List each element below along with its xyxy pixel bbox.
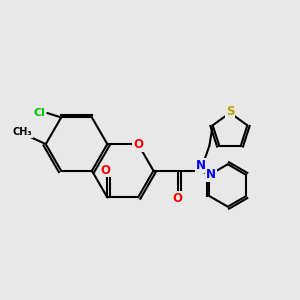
Text: O: O: [133, 138, 143, 151]
Text: Cl: Cl: [33, 108, 45, 118]
Text: S: S: [226, 105, 234, 118]
Text: CH₃: CH₃: [12, 127, 32, 137]
Text: O: O: [101, 164, 111, 176]
Text: N: N: [196, 159, 206, 172]
Text: N: N: [206, 168, 216, 182]
Text: O: O: [172, 192, 182, 205]
